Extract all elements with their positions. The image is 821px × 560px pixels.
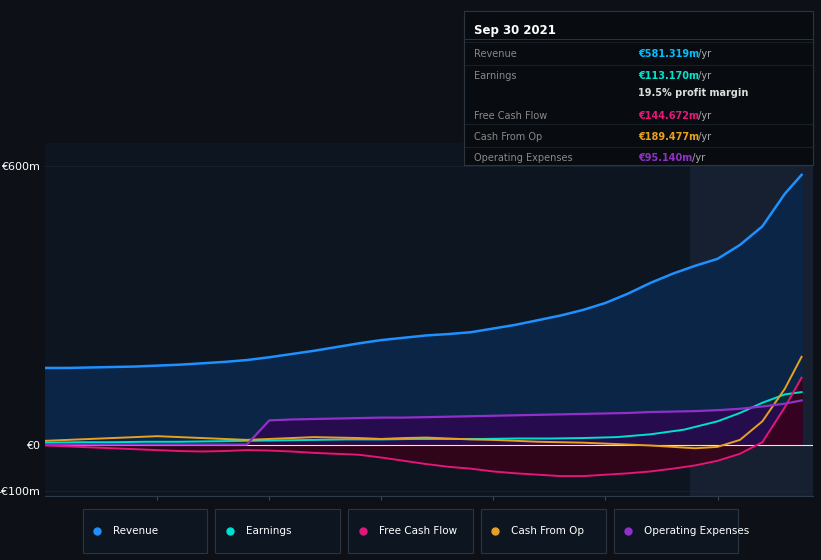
Text: 19.5% profit margin: 19.5% profit margin [639, 88, 749, 98]
Text: Free Cash Flow: Free Cash Flow [475, 111, 548, 121]
Text: Operating Expenses: Operating Expenses [475, 152, 573, 162]
FancyBboxPatch shape [83, 510, 208, 553]
Text: Cash From Op: Cash From Op [511, 526, 585, 535]
FancyBboxPatch shape [348, 510, 473, 553]
Text: /yr: /yr [695, 49, 711, 59]
Text: /yr: /yr [695, 133, 711, 142]
Text: €144.672m: €144.672m [639, 111, 699, 121]
Text: €581.319m: €581.319m [639, 49, 699, 59]
Text: Revenue: Revenue [113, 526, 158, 535]
FancyBboxPatch shape [215, 510, 340, 553]
Text: Earnings: Earnings [246, 526, 291, 535]
Text: Cash From Op: Cash From Op [475, 133, 543, 142]
Text: Revenue: Revenue [475, 49, 517, 59]
FancyBboxPatch shape [613, 510, 738, 553]
Text: Sep 30 2021: Sep 30 2021 [475, 24, 556, 36]
Text: €95.140m: €95.140m [639, 152, 693, 162]
Text: /yr: /yr [695, 111, 711, 121]
Text: €189.477m: €189.477m [639, 133, 699, 142]
Text: /yr: /yr [689, 152, 704, 162]
Text: /yr: /yr [695, 71, 711, 81]
Text: €113.170m: €113.170m [639, 71, 699, 81]
Text: Operating Expenses: Operating Expenses [644, 526, 750, 535]
Text: Earnings: Earnings [475, 71, 517, 81]
Bar [690, 143, 813, 496]
Text: Free Cash Flow: Free Cash Flow [378, 526, 456, 535]
FancyBboxPatch shape [481, 510, 606, 553]
